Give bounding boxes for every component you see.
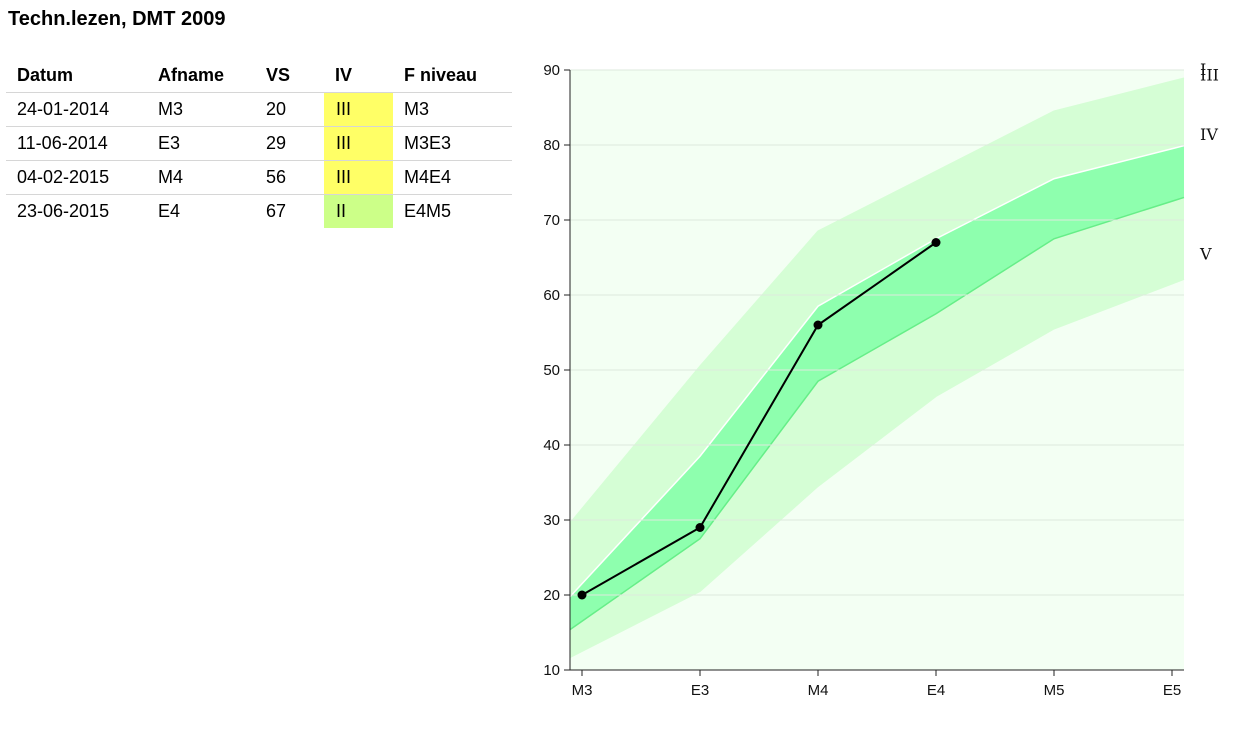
y-tick-label: 10 (543, 662, 560, 679)
cell-afname: E3 (147, 126, 255, 161)
x-tick-label: E4 (927, 682, 945, 699)
band-boundary-line (569, 278, 1185, 659)
band-boundary-line (569, 196, 1185, 631)
level-label: III (1200, 65, 1219, 84)
axes: 10 20 30 40 50 60 70 80 90 M3 E3 M4 E4 M5 E5 (543, 62, 1184, 699)
cell-datum: 24-01-2014 (6, 92, 147, 127)
column-header-datum[interactable]: Datum (6, 59, 147, 93)
y-tick-label: 60 (543, 287, 560, 304)
cell-f-niveau: M3E3 (393, 126, 512, 161)
data-point[interactable] (577, 590, 587, 600)
y-tick-label: 20 (543, 587, 560, 604)
data-point[interactable] (813, 320, 823, 330)
table-row[interactable]: 04-02-2015 M4 56 III M4E4 (6, 160, 512, 195)
y-tick-label: 40 (543, 437, 560, 454)
data-point[interactable] (931, 238, 941, 247)
level-labels: IIIIIIIVV (1199, 50, 1219, 263)
y-tick-label: 90 (543, 62, 560, 79)
cell-vs: 20 (255, 92, 324, 127)
level-label: V (1199, 244, 1212, 263)
level-label: I (1200, 60, 1206, 79)
y-tick-label: 30 (543, 512, 560, 529)
x-tick-label: M5 (1044, 682, 1065, 699)
cell-datum: 11-06-2014 (6, 126, 147, 161)
score-series (577, 238, 941, 600)
column-header-f-niveau[interactable]: F niveau (393, 59, 512, 93)
cell-f-niveau: M3 (393, 92, 512, 127)
band-level-iii (570, 145, 1184, 630)
x-tick-label: M3 (572, 682, 593, 699)
level-label: IV (1200, 125, 1218, 144)
cell-vs: 29 (255, 126, 324, 161)
band-boundary-line (569, 77, 1185, 524)
table-header-row: Datum Afname VS IV F niveau (6, 59, 512, 93)
series-line (581, 241, 937, 596)
table-row[interactable]: 24-01-2014 M3 20 III M3 (6, 92, 512, 127)
y-tick-label: 80 (543, 137, 560, 154)
band-level-iv (570, 197, 1184, 658)
cell-f-niveau: M4E4 (393, 160, 512, 195)
cell-vs: 56 (255, 160, 324, 195)
y-tick-label: 70 (543, 212, 560, 229)
band-level-ii (570, 78, 1184, 597)
cell-datum: 04-02-2015 (6, 160, 147, 195)
y-tick-label: 50 (543, 362, 560, 379)
x-tick-label: E3 (691, 682, 709, 699)
band-boundary-line (569, 144, 1185, 598)
column-header-iv[interactable]: IV (324, 59, 393, 93)
column-header-vs[interactable]: VS (255, 59, 324, 93)
table-row[interactable]: 11-06-2014 E3 29 III M3E3 (6, 126, 512, 161)
cell-f-niveau: E4M5 (404, 201, 452, 221)
page-title: Techn.lezen, DMT 2009 (8, 8, 226, 30)
table-row[interactable]: 23-06-2015 E4 67 II E4M5 (6, 194, 512, 228)
results-table: Datum Afname VS IV F niveau 24-01-2014 M… (6, 59, 512, 228)
cell-vs: 67 (266, 201, 287, 221)
cell-iv: II (324, 194, 393, 228)
cell-iv: III (324, 92, 393, 127)
cell-afname: M4 (147, 160, 255, 195)
x-tick-label: M4 (808, 682, 829, 699)
cell-iv: III (324, 126, 393, 161)
cell-datum: 23-06-2015 (17, 201, 110, 221)
x-tick-label: E5 (1163, 682, 1181, 699)
data-point[interactable] (695, 523, 705, 532)
cell-afname: M3 (147, 92, 255, 127)
column-header-afname[interactable]: Afname (147, 59, 255, 93)
cell-afname: E4 (158, 201, 181, 221)
cell-iv: III (324, 160, 393, 195)
